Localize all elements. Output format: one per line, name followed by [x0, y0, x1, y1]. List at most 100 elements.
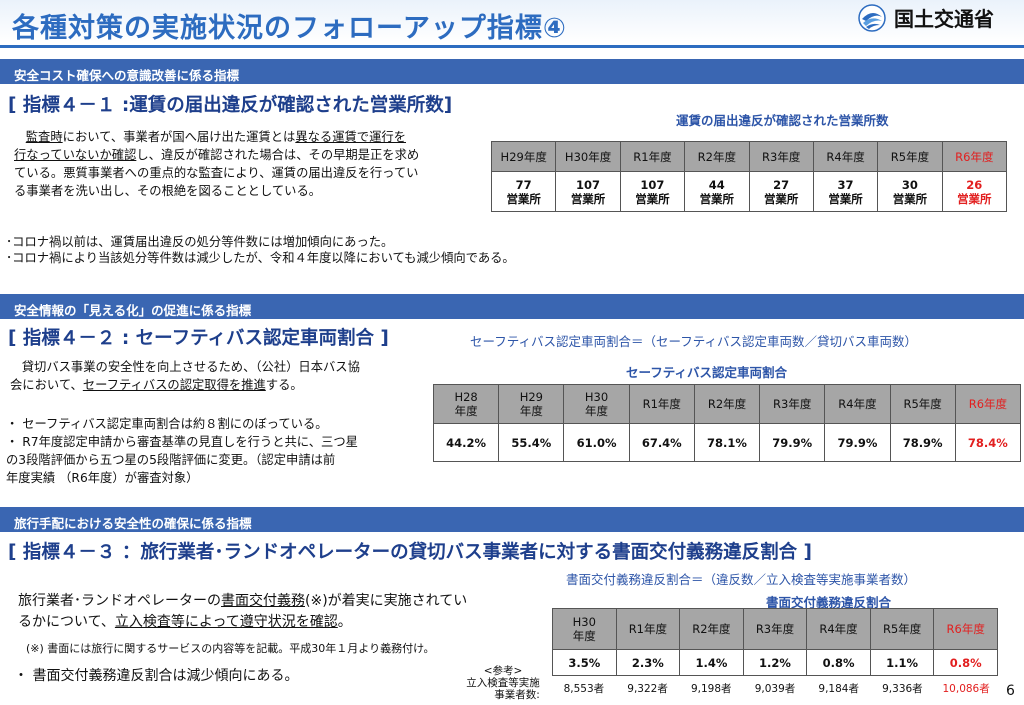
value-cell: 0.8% [933, 649, 998, 676]
inspection-count: 8,553者 [563, 683, 605, 695]
value-cell: 67.4% [628, 423, 695, 462]
value-text: 3.5% [568, 655, 601, 670]
unit-text: 営業所 [828, 191, 863, 206]
value-cell: 44.2% [432, 423, 500, 462]
value-cell: 78.9% [889, 423, 956, 462]
year-header-cell: H30年度 [555, 141, 621, 172]
value-text: 79.9% [772, 435, 813, 450]
safety-bus-table-title: セーフティバス認定車両割合 [626, 365, 788, 380]
year-header-cell: H30 年度 [552, 608, 617, 650]
indicator-4-2-heading: [ 指標４－２ : セーフティバス認定車両割合 ] [8, 328, 389, 349]
value-cell: 37 営業所 [812, 171, 879, 212]
fare-violation-table: H29年度 H30年度 R1年度 R2年度 R3年度 R4年度 R5年度 R6年度 77 営業所… [490, 141, 1008, 212]
value-text: 44 [708, 177, 725, 192]
value-cell: 55.4% [498, 423, 565, 462]
indicator-4-3-description: 旅行業者･ランドオペレーターの書面交付義務(※)が着実に実施されてい るかについ… [18, 593, 468, 630]
indicator-4-1-description: 監査時において、事業者が国へ届け出た運賃とは異なる運賃で運行を 行なっていないか… [14, 130, 420, 198]
value-text: 0.8% [949, 655, 982, 670]
value-cell: 79.9% [759, 423, 826, 462]
value-cell: 1.4% [679, 649, 744, 676]
value-cell: 26 営業所 [941, 171, 1008, 212]
underline-audit: 監査時 [25, 130, 63, 144]
value-text: 1.1% [886, 655, 919, 670]
value-cell: 78.4% [954, 423, 1022, 462]
inspection-count: 9,039者 [754, 683, 796, 695]
value-cell: 2.3% [615, 649, 681, 676]
value-text: 30 [901, 177, 918, 192]
value-text: 79.9% [837, 435, 878, 450]
unit-text: 営業所 [892, 191, 928, 206]
page-number: 6 [1006, 683, 1015, 699]
value-cell: 1.1% [869, 649, 935, 676]
year-header-cell: H30 年度 [563, 384, 630, 424]
document-violation-trend: ・ 書面交付義務違反割合は減少傾向にある。 [14, 668, 299, 684]
reference-note: <参考> 立入検査等実施 事業者数: [466, 665, 540, 701]
value-cell: 30 営業所 [877, 171, 943, 212]
safety-bus-ratio-table: H28 年度 H29 年度 H30 年度 R1年度 R2年度 R3年度 R4年度 R5年度 R6… [432, 384, 1022, 462]
ministry-logo: 国土交通省 [858, 3, 994, 32]
year-header-cell: R4年度 [806, 608, 871, 650]
value-text: 27 [773, 177, 790, 192]
page-title: 各種対策の実施状況のフォローアップ指標④ [12, 13, 567, 44]
value-text: 107 [576, 177, 601, 192]
mlit-emblem-icon [858, 3, 886, 32]
document-violation-formula: 書面交付義務違反割合＝（違反数／立入検査等実施事業者数） [566, 572, 917, 587]
year-header-cell: R6年度 [954, 384, 1022, 424]
inspection-count: 9,322者 [627, 683, 668, 695]
year-header-cell: R4年度 [812, 141, 879, 172]
value-text: 26 [966, 177, 983, 192]
value-text: 67.4% [641, 435, 682, 450]
unit-text: 営業所 [506, 191, 541, 206]
value-text: 37 [837, 177, 854, 192]
year-header-cell: H29年度 [490, 141, 557, 172]
value-text: 78.9% [902, 435, 943, 450]
document-requirement-note: (※) 書面には旅行に関するサービスの内容等を記載。平成30年１月より義務付け。 [26, 642, 435, 655]
unit-text: 営業所 [699, 191, 735, 206]
year-header-cell: R5年度 [869, 608, 935, 650]
value-cell: 107 営業所 [619, 171, 686, 212]
note-after-covid: ･コロナ禍により当該処分等件数は減少したが、令和４年度以降においても減少傾向であ… [6, 251, 515, 265]
value-cell: 1.2% [742, 649, 808, 676]
year-header-cell: R4年度 [824, 384, 891, 424]
unit-text: 営業所 [570, 191, 606, 206]
document-violation-table-title: 書面交付義務違反割合 [766, 595, 892, 610]
value-text: 1.2% [759, 655, 791, 670]
fare-violation-table-title: 運賃の届出違反が確認された営業所数 [676, 113, 889, 128]
value-cell: 0.8% [806, 649, 871, 676]
year-header-cell: R6年度 [933, 608, 998, 650]
year-header-cell: R2年度 [684, 141, 750, 172]
year-header-cell: R3年度 [742, 608, 808, 650]
value-cell: 27 営業所 [748, 171, 814, 212]
year-header-cell: R6年度 [941, 141, 1008, 172]
document-violation-table: H30 年度 R1年度 R2年度 R3年度 R4年度 R5年度 R6年度 3.5% 2.3% 1… [552, 608, 998, 676]
value-cell: 79.9% [824, 423, 891, 462]
value-text: 78.4% [967, 435, 1008, 450]
value-text: 78.1% [707, 435, 747, 450]
value-text: 107 [640, 177, 665, 192]
value-text: 61.0% [576, 435, 617, 450]
year-header-cell: R1年度 [628, 384, 695, 424]
section-bar-visibility: 安全情報の「見える化」の促進に係る指標 [0, 294, 1024, 319]
title-bar [0, 0, 1024, 50]
inspection-count: 9,336者 [882, 683, 923, 695]
value-cell: 61.0% [563, 423, 630, 462]
unit-text: 営業所 [763, 191, 799, 206]
year-header-cell: R2年度 [679, 608, 744, 650]
title-divider [0, 45, 1024, 48]
value-cell: 44 営業所 [684, 171, 750, 212]
year-header-cell: R3年度 [759, 384, 826, 424]
value-text: 0.8% [822, 655, 855, 670]
value-text: 77 [515, 177, 532, 192]
section-bar-safety-cost: 安全コスト確保への意識改善に係る指標 [0, 59, 1024, 84]
unit-text: 営業所 [957, 191, 992, 206]
inspection-count: 9,198者 [690, 683, 732, 695]
inspection-count: 10,086者 [942, 683, 990, 695]
year-header-cell: R5年度 [889, 384, 956, 424]
year-header-cell: R1年度 [615, 608, 681, 650]
value-text: 55.4% [511, 435, 552, 450]
indicator-4-2-bullets: ・ セーフティバス認定車両割合は約８割にのぼっている。 ・ R7年度認定申請から… [6, 417, 358, 485]
inspection-count: 9,184者 [818, 683, 859, 695]
year-header-cell: R5年度 [877, 141, 943, 172]
indicator-4-1-heading: [ 指標４－１ :運賃の届出違反が確認された営業所数] [8, 95, 453, 116]
logo-text: 国土交通省 [894, 7, 994, 31]
